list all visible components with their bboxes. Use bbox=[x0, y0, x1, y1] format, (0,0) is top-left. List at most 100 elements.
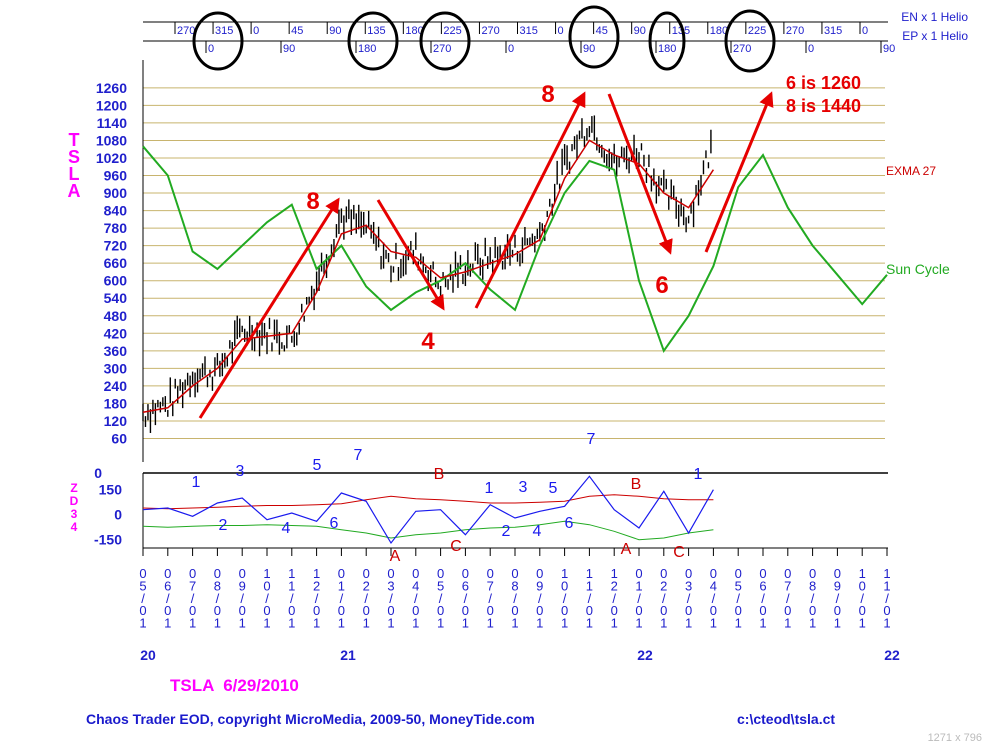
x-tick-char: 0 bbox=[710, 566, 717, 581]
x-tick-char: 0 bbox=[511, 566, 518, 581]
x-tick-char: 1 bbox=[437, 616, 444, 631]
price-tick-label: 1200 bbox=[96, 97, 127, 113]
price-tick-label: 180 bbox=[104, 395, 128, 411]
helio-en-tick-label: 315 bbox=[824, 25, 842, 37]
x-tick-char: 0 bbox=[759, 566, 766, 581]
x-tick-char: 8 bbox=[809, 578, 816, 593]
x-tick-char: / bbox=[488, 591, 492, 606]
osc-wave-label: 1 bbox=[485, 480, 494, 497]
trend-arrow bbox=[474, 91, 586, 309]
helio-ep-tick-label: 90 bbox=[583, 43, 595, 55]
helio-ep-tick-label: 90 bbox=[283, 43, 295, 55]
helio-ep-tick-label: 270 bbox=[733, 43, 751, 55]
helio-en-tick-label: 0 bbox=[253, 25, 259, 37]
price-tick-label: 600 bbox=[104, 273, 128, 289]
osc-wave-label: 6 bbox=[565, 515, 574, 532]
x-tick-char: 1 bbox=[263, 566, 270, 581]
wave-count-label: 6 bbox=[655, 272, 668, 299]
x-tick-char: 5 bbox=[735, 578, 742, 593]
price-tick-label: 420 bbox=[104, 325, 128, 341]
x-tick-char: 1 bbox=[288, 566, 295, 581]
x-tick-char: 0 bbox=[189, 603, 196, 618]
x-tick-char: / bbox=[141, 591, 145, 606]
osc-wave-label: 4 bbox=[533, 523, 542, 540]
x-axis: 05/0106/0107/0108/0109/0110/0111/0112/01… bbox=[139, 548, 900, 663]
helio-en-tick-label: 225 bbox=[748, 25, 766, 37]
x-tick-char: 2 bbox=[660, 578, 667, 593]
x-year-label: 20 bbox=[140, 647, 156, 663]
x-tick-char: 0 bbox=[189, 566, 196, 581]
x-tick-char: 0 bbox=[685, 566, 692, 581]
price-tick-label: 360 bbox=[104, 343, 128, 359]
x-tick-char: / bbox=[836, 591, 840, 606]
x-tick-char: 8 bbox=[214, 578, 221, 593]
osc-wave-label: 1 bbox=[192, 474, 201, 491]
price-tick-label: 1080 bbox=[96, 132, 127, 148]
x-tick-char: / bbox=[166, 591, 170, 606]
x-tick-char: / bbox=[216, 591, 220, 606]
x-tick-char: / bbox=[439, 591, 443, 606]
x-tick-char: 1 bbox=[859, 566, 866, 581]
x-tick-char: 0 bbox=[239, 603, 246, 618]
x-tick-char: 1 bbox=[462, 616, 469, 631]
osc-label-letter: 3 bbox=[71, 507, 78, 521]
x-tick-char: 0 bbox=[660, 566, 667, 581]
x-tick-char: / bbox=[712, 591, 716, 606]
x-tick-char: 0 bbox=[536, 603, 543, 618]
osc-tick-label: 150 bbox=[99, 482, 123, 498]
x-tick-char: 0 bbox=[387, 603, 394, 618]
x-tick-char: / bbox=[538, 591, 542, 606]
price-tick-label: 1020 bbox=[96, 150, 127, 166]
helio-scale: 270 315 0 45 90 135 180 225 270 315 0 45 90 135 180 225… bbox=[143, 5, 895, 73]
x-tick-char: 3 bbox=[685, 578, 692, 593]
x-tick-char: 1 bbox=[164, 616, 171, 631]
symbol-letter: A bbox=[68, 181, 81, 201]
osc-abc-label: A bbox=[621, 541, 632, 558]
x-tick-char: 3 bbox=[387, 578, 394, 593]
helio-en-tick-label: 315 bbox=[215, 25, 233, 37]
helio-ep-tick-label: 270 bbox=[433, 43, 451, 55]
helio-en-tick-label: 135 bbox=[672, 25, 690, 37]
sun-cycle-line bbox=[142, 145, 888, 353]
x-tick-char: 1 bbox=[387, 616, 394, 631]
x-tick-char: 0 bbox=[139, 566, 146, 581]
x-tick-char: 1 bbox=[859, 616, 866, 631]
x-year-label: 22 bbox=[637, 647, 653, 663]
helio-en-tick-label: 0 bbox=[558, 25, 564, 37]
x-tick-char: 1 bbox=[635, 578, 642, 593]
x-tick-char: 5 bbox=[139, 578, 146, 593]
osc-wave-label: 2 bbox=[502, 523, 511, 540]
price-tick-label: 60 bbox=[111, 430, 127, 446]
wave-count-label: 8 bbox=[541, 81, 554, 108]
x-tick-char: 0 bbox=[834, 566, 841, 581]
price-tick-label: 900 bbox=[104, 185, 128, 201]
footer-ticker: TSLA 6/29/2010 bbox=[170, 676, 299, 695]
x-tick-char: 0 bbox=[635, 566, 642, 581]
helio-en-tick-label: 135 bbox=[367, 25, 385, 37]
wave-count-label: 8 bbox=[306, 188, 319, 215]
x-tick-char: 1 bbox=[313, 566, 320, 581]
osc-label-letter: Z bbox=[70, 481, 77, 495]
helio-en-tick-label: 0 bbox=[862, 25, 868, 37]
helio-ep-tick-label: 0 bbox=[808, 43, 814, 55]
osc-abc-label: C bbox=[673, 544, 685, 561]
x-tick-char: 0 bbox=[338, 566, 345, 581]
x-tick-char: 0 bbox=[239, 566, 246, 581]
wave-count-label: 4 bbox=[421, 328, 435, 355]
price-tick-label: 540 bbox=[104, 290, 128, 306]
x-tick-char: / bbox=[513, 591, 517, 606]
x-tick-char: 1 bbox=[487, 616, 494, 631]
osc-wave-label: 4 bbox=[282, 520, 291, 537]
helio-circle bbox=[568, 5, 620, 69]
x-tick-char: 0 bbox=[437, 603, 444, 618]
helio-circle bbox=[347, 11, 399, 71]
osc-wave-label: 5 bbox=[549, 480, 558, 497]
helio-ep-tick-label: 180 bbox=[658, 43, 676, 55]
x-tick-char: 1 bbox=[586, 578, 593, 593]
x-tick-char: 2 bbox=[363, 578, 370, 593]
x-tick-char: 1 bbox=[883, 616, 890, 631]
osc-wave-label: 7 bbox=[587, 431, 596, 448]
x-tick-char: 0 bbox=[511, 603, 518, 618]
x-tick-char: 1 bbox=[611, 616, 618, 631]
